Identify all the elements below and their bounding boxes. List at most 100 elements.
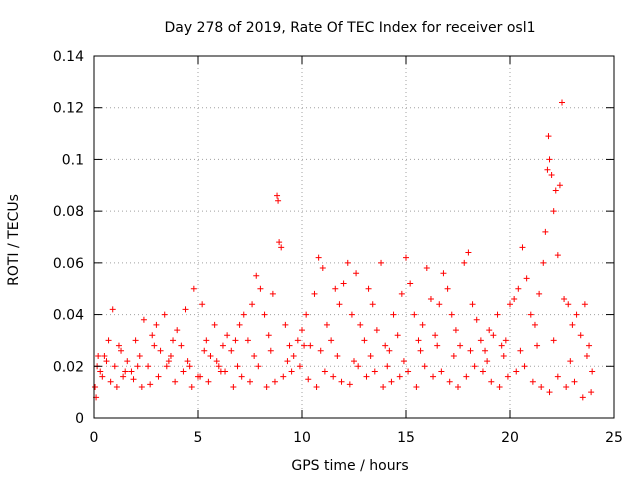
data-point (230, 383, 237, 390)
data-point (369, 301, 376, 308)
data-point (118, 347, 125, 354)
data-point (217, 368, 224, 375)
data-point (155, 373, 162, 380)
axis-ticks: 0 0.02 0.04 0.06 0.08 0.1 0.12 0.14 0 5 10 15 20 25 (53, 49, 623, 446)
data-point (161, 311, 168, 318)
data-point (323, 321, 330, 328)
y-tick-label: 0.04 (53, 308, 84, 324)
data-point (105, 337, 112, 344)
data-point (438, 368, 445, 375)
data-point (573, 311, 580, 318)
data-point (479, 368, 486, 375)
data-point (157, 347, 164, 354)
data-point (147, 381, 154, 388)
data-point (311, 290, 318, 297)
data-point (348, 311, 355, 318)
y-tick-label: 0.14 (53, 49, 84, 65)
data-point (313, 383, 320, 390)
data-point (115, 342, 122, 349)
data-point (284, 358, 291, 365)
data-point (305, 376, 312, 383)
data-point (469, 301, 476, 308)
data-point (421, 363, 428, 370)
data-point (180, 368, 187, 375)
data-point (363, 373, 370, 380)
data-point (190, 285, 197, 292)
data-point (567, 358, 574, 365)
data-point (103, 358, 110, 365)
data-point (484, 358, 491, 365)
x-tick-label: 0 (90, 430, 99, 446)
data-point (448, 311, 455, 318)
data-point (328, 337, 335, 344)
data-point (124, 358, 131, 365)
data-point (128, 368, 135, 375)
data-point (563, 383, 570, 390)
data-point (571, 378, 578, 385)
data-point (319, 265, 326, 272)
data-point (205, 378, 212, 385)
data-point (373, 327, 380, 334)
data-point (482, 347, 489, 354)
data-point (444, 285, 451, 292)
data-point (388, 378, 395, 385)
x-tick-label: 25 (605, 430, 623, 446)
data-point (280, 373, 287, 380)
data-point (390, 311, 397, 318)
x-tick-label: 10 (293, 430, 311, 446)
data-point (170, 337, 177, 344)
data-point (540, 259, 547, 266)
data-point (534, 342, 541, 349)
data-point (405, 368, 412, 375)
data-point (536, 290, 543, 297)
data-point (334, 352, 341, 359)
data-point (517, 347, 524, 354)
data-point (455, 383, 461, 390)
data-point (95, 352, 102, 359)
data-point (527, 311, 534, 318)
data-point (457, 342, 464, 349)
data-point (113, 383, 120, 390)
data-point (130, 376, 137, 383)
data-point (153, 321, 160, 328)
data-point (251, 352, 258, 359)
data-point (467, 347, 474, 354)
data-point (276, 239, 283, 246)
data-point (263, 383, 270, 390)
data-point (589, 368, 596, 375)
data-point (288, 368, 295, 375)
data-point (351, 358, 357, 365)
data-point (413, 383, 420, 390)
data-point (494, 311, 501, 318)
data-point (261, 311, 268, 318)
data-point (519, 244, 526, 251)
data-point (271, 378, 278, 385)
data-point (207, 352, 214, 359)
data-point (415, 337, 422, 344)
data-point (111, 363, 118, 370)
data-point (515, 285, 522, 292)
data-point (544, 166, 551, 173)
data-point (378, 259, 385, 266)
data-point (427, 296, 434, 303)
data-series (92, 99, 596, 401)
data-point (136, 352, 143, 359)
data-point (257, 285, 264, 292)
data-point (436, 301, 443, 308)
data-point (255, 363, 262, 370)
data-point (446, 378, 453, 385)
y-tick-label: 0 (75, 411, 84, 427)
data-point (507, 301, 513, 308)
data-point (275, 197, 282, 204)
data-point (238, 373, 245, 380)
data-point (398, 290, 405, 297)
data-point (301, 342, 308, 349)
data-point (224, 332, 231, 339)
chart-title: Day 278 of 2019, Rate Of TEC Index for r… (164, 20, 535, 36)
data-point (496, 383, 503, 390)
data-point (234, 363, 241, 370)
data-point (163, 363, 170, 370)
data-point (151, 342, 158, 349)
data-point (174, 327, 181, 334)
data-point (317, 347, 324, 354)
